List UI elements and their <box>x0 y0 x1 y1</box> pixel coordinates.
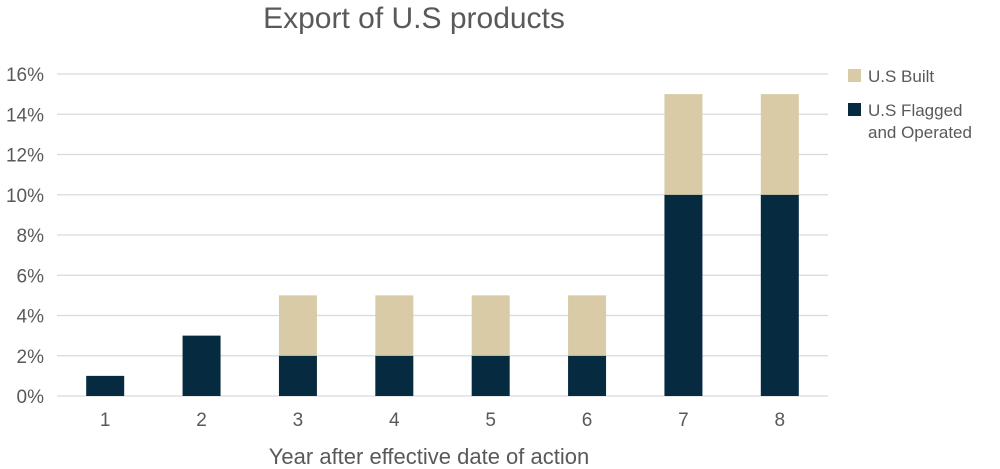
y-tick-label: 14% <box>6 105 44 126</box>
x-tick-label: 6 <box>582 410 593 431</box>
bar-segment <box>568 295 607 356</box>
x-tick-label: 2 <box>196 410 207 431</box>
y-tick-label: 4% <box>17 307 45 328</box>
legend: U.S Built U.S Flagged and Operated <box>848 67 972 142</box>
x-tick-label: 1 <box>100 410 111 431</box>
y-tick-label: 0% <box>17 387 45 408</box>
y-tick-label: 8% <box>17 226 45 247</box>
bar-segment <box>664 194 703 396</box>
y-tick-label: 12% <box>6 146 44 167</box>
x-tick-label: 7 <box>678 410 689 431</box>
bar-segment <box>375 355 414 396</box>
bar-segment <box>568 355 607 396</box>
legend-label: U.S Built <box>868 67 934 86</box>
gridlines <box>57 73 828 397</box>
legend-label: and Operated <box>868 123 972 142</box>
y-tick-label: 10% <box>6 186 44 207</box>
bar-segment <box>182 335 221 396</box>
x-tick-label: 3 <box>293 410 304 431</box>
x-axis-ticks: 1 2 3 4 5 6 7 8 <box>100 410 785 431</box>
bar-segment <box>86 375 125 396</box>
bar-segment <box>375 295 414 356</box>
y-tick-label: 6% <box>17 266 45 287</box>
x-tick-label: 8 <box>775 410 786 431</box>
x-tick-label: 5 <box>485 410 496 431</box>
legend-swatch <box>848 69 861 82</box>
bar-segment <box>278 355 317 396</box>
bar-segment <box>278 295 317 356</box>
x-axis-label: Year after effective date of action <box>269 444 589 469</box>
y-tick-label: 16% <box>6 65 44 86</box>
bar-segment <box>471 355 510 396</box>
y-axis-ticks: 0% 2% 4% 6% 8% 10% 12% 14% 16% <box>6 65 44 408</box>
chart-title: Export of U.S products <box>263 2 565 35</box>
bars <box>86 94 799 396</box>
y-tick-label: 2% <box>17 347 45 368</box>
bar-segment <box>471 295 510 356</box>
x-tick-label: 4 <box>389 410 400 431</box>
bar-segment <box>664 94 703 195</box>
legend-label: U.S Flagged <box>868 101 963 120</box>
bar-segment <box>760 194 799 396</box>
bar-segment <box>760 94 799 195</box>
legend-swatch <box>848 103 861 116</box>
